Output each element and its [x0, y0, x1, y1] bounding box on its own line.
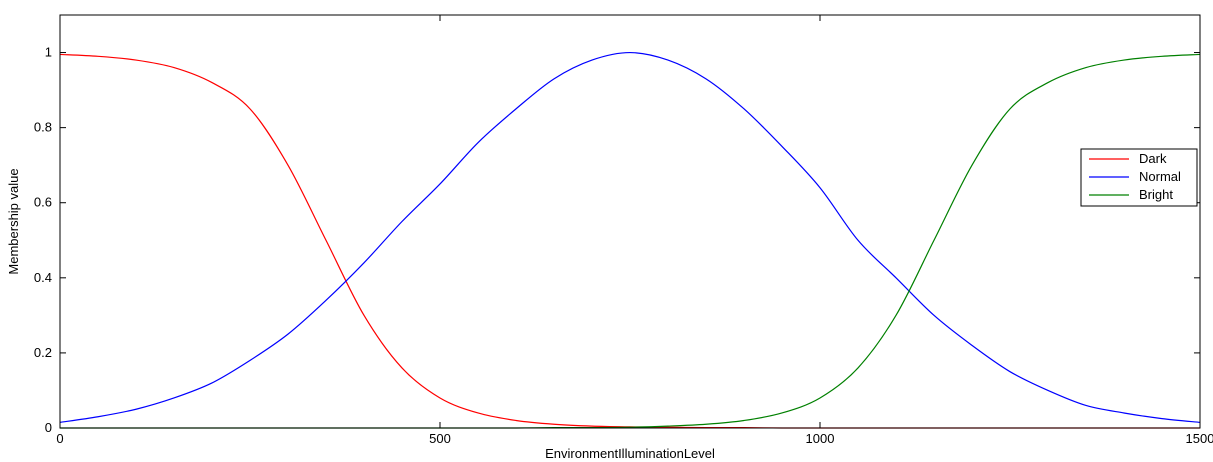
- y-tick-label: 0.2: [34, 345, 52, 360]
- legend-label-normal: Normal: [1139, 169, 1181, 184]
- ticks-layer: [59, 15, 1201, 429]
- plot-border: [59, 14, 1201, 429]
- y-tick-label: 0.8: [34, 120, 52, 135]
- plot-background: [60, 15, 1200, 428]
- x-tick-label: 1000: [806, 431, 835, 446]
- legend: Dark Normal Bright: [1080, 148, 1198, 207]
- y-tick-label: 1: [45, 45, 52, 60]
- x-tick-label: 0: [56, 431, 63, 446]
- series-line-normal: [59, 51, 1201, 423]
- x-tick-label: 500: [429, 431, 451, 446]
- y-axis-label: Membership value: [6, 168, 21, 274]
- legend-label-dark: Dark: [1139, 151, 1167, 166]
- x-tick-label: 1500: [1186, 431, 1213, 446]
- x-axis-label: EnvironmentIlluminationLevel: [545, 446, 715, 461]
- plot-area: [59, 14, 1201, 429]
- legend-label-bright: Bright: [1139, 187, 1173, 202]
- y-tick-label: 0: [45, 420, 52, 435]
- y-tick-label: 0.6: [34, 195, 52, 210]
- y-tick-label: 0.4: [34, 270, 52, 285]
- tick-labels: 0 500 1000 1500 0 0.2 0.4 0.6 0.8 1: [34, 45, 1213, 446]
